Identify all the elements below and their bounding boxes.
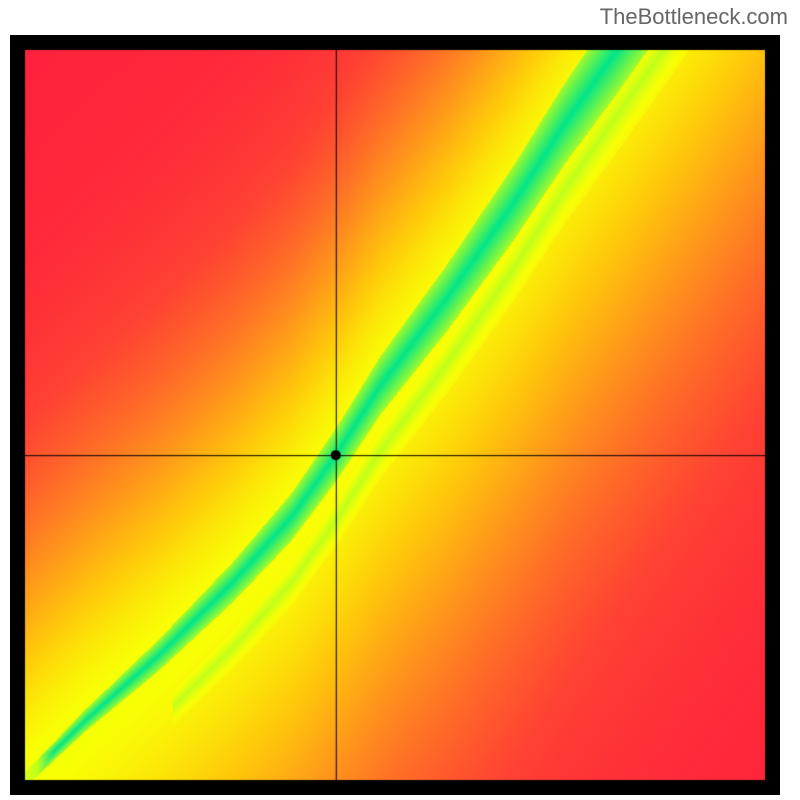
watermark-text: TheBottleneck.com	[600, 4, 788, 30]
heatmap-plot	[10, 35, 780, 795]
chart-container: TheBottleneck.com	[0, 0, 800, 800]
heatmap-canvas	[10, 35, 780, 795]
